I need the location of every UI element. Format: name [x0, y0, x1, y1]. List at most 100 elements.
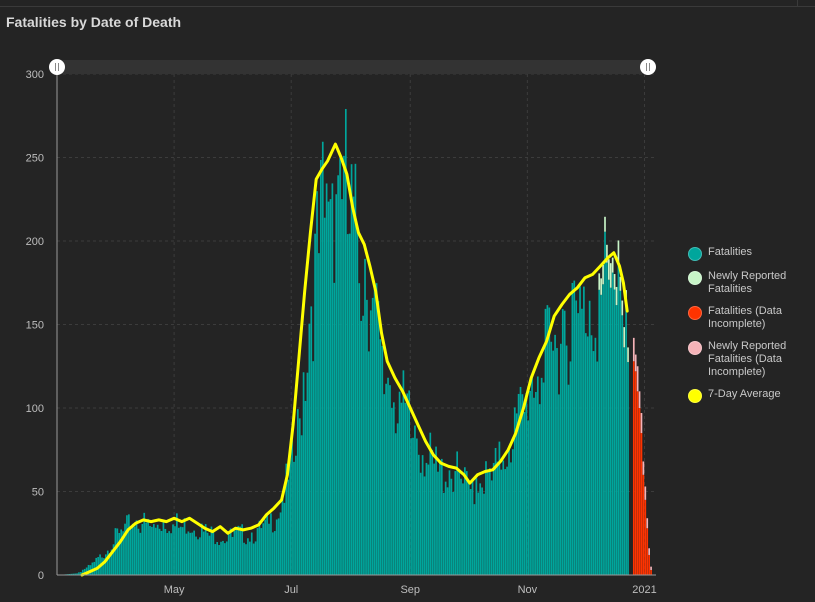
newly-reported-bar[interactable] — [613, 274, 616, 290]
fatalities-bar[interactable] — [554, 334, 556, 575]
fatalities-bar[interactable] — [296, 409, 299, 575]
fatalities-bar[interactable] — [494, 447, 497, 575]
range-slider-left-handle[interactable] — [49, 59, 65, 75]
fatalities-bar[interactable] — [139, 532, 142, 575]
fatalities-bar[interactable] — [254, 541, 257, 575]
fatalities-bar[interactable] — [116, 528, 119, 575]
fatalities-bar[interactable] — [475, 478, 478, 575]
legend-item-data-incomplete[interactable]: Fatalities (Data Incomplete) — [688, 305, 815, 331]
fatalities-bar[interactable] — [145, 522, 147, 575]
fatalities-bar[interactable] — [416, 438, 418, 575]
fatalities-bar[interactable] — [277, 518, 280, 575]
fatalities-bar[interactable] — [231, 536, 234, 575]
fatalities-bar[interactable] — [525, 393, 528, 575]
fatalities-bar[interactable] — [446, 487, 449, 575]
fatalities-bar[interactable] — [398, 391, 401, 575]
fatalities-bar[interactable] — [350, 164, 353, 575]
fatalities-bar[interactable] — [143, 512, 146, 575]
fatalities-bar[interactable] — [394, 433, 397, 575]
newly-reported-bar[interactable] — [604, 216, 606, 232]
fatalities-bar[interactable] — [104, 554, 107, 575]
newly-reported-incomplete-bar[interactable] — [650, 566, 652, 570]
fatalities-bar[interactable] — [191, 532, 194, 575]
fatalities-bar[interactable] — [176, 513, 178, 575]
range-slider[interactable] — [49, 59, 656, 75]
fatalities-bar[interactable] — [538, 404, 541, 575]
newly-reported-bar[interactable] — [617, 240, 620, 265]
newly-reported-bar[interactable] — [600, 278, 602, 295]
newly-reported-incomplete-bar[interactable] — [634, 354, 637, 372]
newly-reported-incomplete-bar[interactable] — [636, 366, 639, 392]
fatalities-bar[interactable] — [225, 541, 228, 575]
fatalities-bar[interactable] — [335, 194, 338, 575]
fatalities-bar[interactable] — [425, 462, 428, 575]
newly-reported-incomplete-bar[interactable] — [638, 391, 641, 408]
fatalities-bar[interactable] — [442, 492, 445, 575]
fatalities-bar[interactable] — [579, 286, 581, 575]
fatalities-bar[interactable] — [208, 535, 211, 575]
fatalities-bar[interactable] — [275, 519, 278, 575]
fatalities-bar[interactable] — [483, 493, 485, 575]
fatalities-bar[interactable] — [187, 531, 190, 575]
fatalities-bar[interactable] — [529, 390, 531, 575]
fatalities-bar[interactable] — [343, 155, 345, 575]
fatalities-bar[interactable] — [396, 423, 399, 575]
fatalities-bar[interactable] — [235, 527, 238, 575]
fatalities-bar[interactable] — [310, 306, 313, 575]
fatalities-bar[interactable] — [500, 469, 503, 575]
fatalities-bar[interactable] — [179, 526, 182, 575]
fatalities-bar[interactable] — [563, 310, 566, 575]
fatalities-bar[interactable] — [552, 350, 554, 575]
fatalities-bar[interactable] — [448, 470, 451, 575]
fatalities-bar[interactable] — [306, 372, 309, 575]
newly-reported-bar[interactable] — [627, 347, 629, 363]
fatalities-bar[interactable] — [584, 333, 587, 575]
fatalities-bar[interactable] — [590, 335, 593, 575]
fatalities-bar[interactable] — [164, 528, 167, 575]
fatalities-bar[interactable] — [383, 394, 386, 575]
fatalities-bar[interactable] — [95, 557, 98, 575]
fatalities-bar[interactable] — [519, 386, 522, 575]
fatalities-bar[interactable] — [348, 233, 351, 575]
fatalities-bar[interactable] — [151, 526, 153, 575]
fatalities-bar[interactable] — [611, 272, 614, 575]
newly-reported-incomplete-bar[interactable] — [648, 548, 650, 555]
fatalities-bar[interactable] — [110, 549, 113, 575]
fatalities-bar[interactable] — [392, 402, 395, 575]
fatalities-bar[interactable] — [517, 393, 520, 575]
fatalities-bar[interactable] — [502, 460, 505, 575]
fatalities-bar[interactable] — [227, 534, 230, 575]
fatalities-bar[interactable] — [462, 483, 464, 575]
fatalities-bar[interactable] — [512, 449, 514, 575]
fatalities-bar[interactable] — [412, 437, 414, 575]
fatalities-bar[interactable] — [210, 526, 213, 575]
fatalities-bar[interactable] — [586, 336, 589, 575]
fatalities-bar[interactable] — [504, 469, 506, 575]
fatalities-bar[interactable] — [402, 370, 405, 575]
fatalities-bar[interactable] — [542, 382, 545, 575]
fatalities-bar[interactable] — [195, 536, 197, 575]
fatalities-bar[interactable] — [414, 425, 416, 575]
fatalities-bar[interactable] — [598, 289, 601, 575]
fatalities-bar[interactable] — [366, 299, 368, 575]
fatalities-bar[interactable] — [344, 108, 347, 575]
newly-reported-bar[interactable] — [623, 327, 626, 348]
fatalities-bar[interactable] — [308, 323, 311, 575]
fatalities-bar[interactable] — [439, 461, 441, 575]
fatalities-bar[interactable] — [199, 537, 201, 575]
legend-item-seven-day-average[interactable]: 7-Day Average — [688, 388, 815, 403]
fatalities-bar[interactable] — [496, 461, 499, 575]
fatalities-bar[interactable] — [588, 300, 591, 575]
fatalities-bar[interactable] — [72, 573, 75, 575]
fatalities-bar[interactable] — [621, 315, 624, 575]
fatalities-bar[interactable] — [471, 478, 474, 575]
fatalities-bar[interactable] — [206, 532, 209, 575]
fatalities-bar[interactable] — [379, 339, 382, 575]
fatalities-bar[interactable] — [220, 541, 222, 575]
fatalities-bar[interactable] — [83, 568, 86, 575]
fatalities-bar[interactable] — [272, 532, 274, 575]
fatalities-bar[interactable] — [289, 455, 291, 575]
fatalities-bar[interactable] — [600, 294, 602, 575]
fatalities-bar[interactable] — [112, 544, 115, 575]
fatalities-bar[interactable] — [523, 411, 526, 575]
